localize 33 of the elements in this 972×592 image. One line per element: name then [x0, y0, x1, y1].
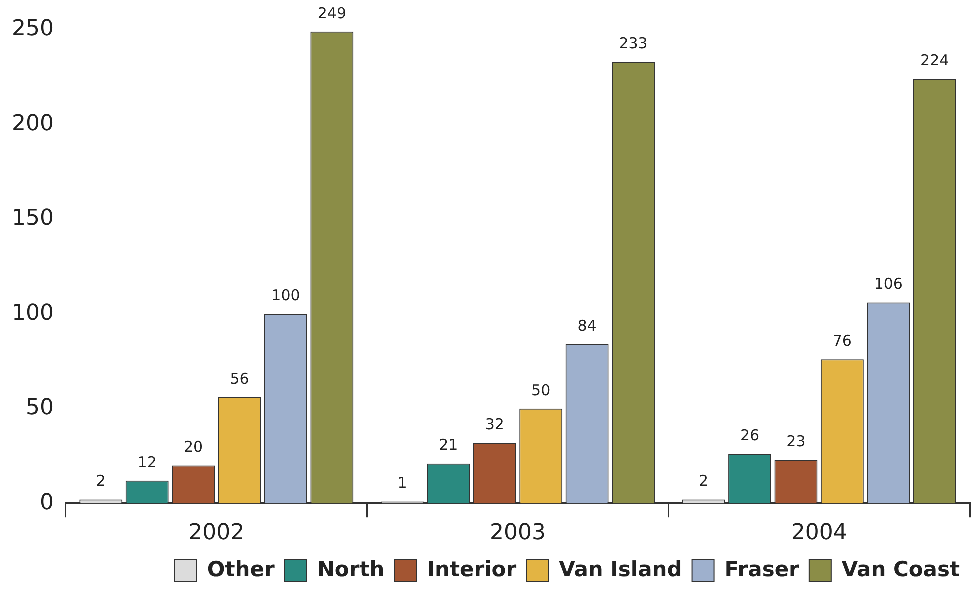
data-label: 2 [96, 472, 106, 490]
data-label: 249 [318, 4, 346, 22]
data-label: 76 [832, 332, 852, 350]
y-tick-label: 150 [12, 206, 54, 232]
data-label: 32 [485, 415, 504, 434]
data-label: 21 [439, 436, 458, 454]
data-label: 56 [230, 370, 250, 388]
legend-label: North [317, 557, 385, 582]
x-tick-label: 2004 [791, 520, 848, 546]
legend-label: Interior [427, 557, 518, 582]
y-tick-label: 0 [40, 490, 54, 516]
y-tick-label: 100 [12, 300, 54, 326]
y-tick-label: 50 [26, 396, 54, 421]
x-tick-label: 2003 [490, 520, 546, 546]
data-label: 106 [874, 275, 903, 294]
data-label: 12 [138, 453, 157, 472]
legend-label: Van Coast [842, 557, 960, 582]
legend-label: Other [207, 557, 276, 582]
legend-label: Van Island [559, 557, 682, 582]
data-label: 224 [920, 52, 950, 70]
data-label: 23 [786, 432, 806, 450]
data-label: 84 [578, 316, 597, 335]
data-label: 20 [184, 438, 204, 456]
data-label: 233 [619, 34, 648, 53]
x-tick-label: 2002 [188, 520, 245, 546]
y-tick-label: 250 [12, 16, 54, 42]
y-tick-label: 200 [12, 111, 54, 136]
data-label: 2 [699, 472, 709, 490]
data-label: 100 [272, 286, 300, 305]
data-label: 50 [532, 381, 551, 400]
data-label: 26 [740, 426, 760, 445]
data-label: 1 [398, 474, 408, 492]
legend-label: Fraser [724, 557, 800, 582]
